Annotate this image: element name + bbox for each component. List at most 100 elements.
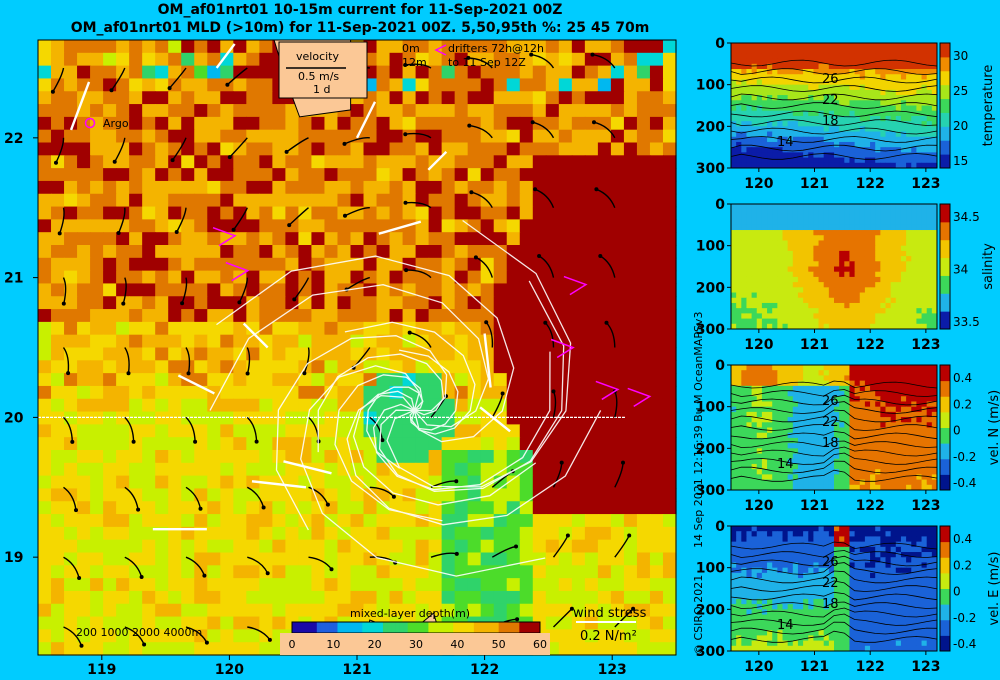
- current-arrow-head: [267, 637, 272, 642]
- current-arrow: [247, 556, 269, 574]
- current-arrow-head: [261, 505, 266, 510]
- panel-x-tick-label: 123: [911, 176, 940, 192]
- current-arrow-head: [121, 301, 126, 306]
- contour-line: [730, 460, 938, 474]
- current-arrow-head: [287, 223, 292, 228]
- current-arrow-head: [202, 573, 207, 578]
- drifter-track: [346, 394, 602, 526]
- current-arrow: [185, 556, 206, 576]
- current-arrow: [63, 626, 83, 647]
- drifter-track: [216, 255, 515, 443]
- current-arrow-head: [170, 158, 175, 163]
- contour-label: 18: [822, 597, 839, 612]
- panel-contours: [730, 59, 938, 160]
- bathymetry-levels: 200 1000 2000 4000m: [76, 626, 202, 639]
- current-arrow: [122, 277, 127, 304]
- panel-colorbar-tick: -0.2: [953, 611, 976, 625]
- current-arrow: [406, 269, 432, 279]
- current-arrow-head: [142, 642, 147, 647]
- current-arrow: [596, 188, 616, 208]
- panel-frame: [730, 203, 938, 330]
- current-arrow-head: [245, 371, 250, 376]
- panel-colorbar-tick: 0.2: [953, 397, 972, 411]
- current-arrow-head: [254, 439, 259, 444]
- current-arrow-head: [380, 438, 385, 443]
- current-arrow: [114, 137, 126, 163]
- contour-line: [730, 68, 938, 75]
- panel-colorbar: [940, 365, 950, 491]
- current-arrow-head: [131, 439, 136, 444]
- velocity-legend-speed: 0.5 m/s: [298, 70, 339, 83]
- contour-line: [730, 59, 938, 67]
- drifter-track: [398, 349, 459, 431]
- current-arrow: [124, 556, 143, 578]
- current-arrow-head: [469, 190, 474, 195]
- contour-line: [730, 127, 938, 135]
- current-arrow-head: [590, 52, 595, 57]
- panel-y-tick-label: 0: [715, 36, 725, 52]
- current-arrow-head: [533, 187, 538, 192]
- current-arrow-head: [186, 371, 191, 376]
- current-arrow: [185, 416, 196, 442]
- current-arrow-head: [292, 297, 297, 302]
- contour-line: [730, 580, 938, 592]
- current-arrow-head: [454, 551, 459, 556]
- date-credit: 14 Sep 2021 12:16:39 Bu M OceanMAPSv3: [692, 311, 705, 548]
- contour-line: [730, 630, 938, 643]
- current-arrow-head: [193, 439, 198, 444]
- panel-x-tick-label: 123: [911, 498, 940, 514]
- current-arrow: [293, 277, 310, 300]
- contour-line: [730, 119, 938, 126]
- contour-label: 26: [822, 394, 839, 409]
- current-arrow-head: [136, 507, 141, 512]
- current-arrow: [124, 416, 135, 442]
- wind-stress-arrow: [483, 333, 492, 388]
- wind-stress-arrow: [177, 374, 215, 395]
- current-arrow: [185, 347, 191, 374]
- current-arrow-head: [515, 617, 520, 622]
- panel-y-tick-label: 0: [715, 197, 725, 213]
- current-arrow: [308, 556, 333, 570]
- current-arrow-head: [543, 320, 548, 325]
- current-arrow: [62, 416, 73, 442]
- current-arrow-head: [204, 640, 209, 645]
- panel-colorbar-tick: 20: [953, 119, 968, 133]
- drifter-track: [317, 353, 445, 453]
- current-arrow: [475, 256, 493, 278]
- wind-stress-arrow: [69, 81, 91, 131]
- current-arrow: [592, 53, 616, 69]
- panel-colorbar: [940, 43, 950, 169]
- current-arrow-head: [530, 120, 535, 125]
- argo-legend-icon: [84, 117, 96, 129]
- wind-stress-arrow: [355, 101, 377, 139]
- current-arrow-head: [454, 479, 459, 484]
- current-arrow: [346, 276, 370, 291]
- panel-colorbar-tick: 33.5: [953, 315, 980, 329]
- current-arrow-head: [77, 576, 82, 580]
- current-arrow: [247, 626, 271, 641]
- panel-contours: [730, 541, 938, 643]
- current-arrow: [169, 67, 187, 89]
- wind-stress-arrow: [427, 150, 448, 171]
- argo-marker: [225, 261, 250, 282]
- current-arrow-head: [50, 89, 55, 94]
- panel-colorbar-tick: -0.4: [953, 637, 976, 651]
- map-y-tick-label: 22: [4, 131, 23, 147]
- wind-stress-arrow: [378, 220, 422, 235]
- contour-line: [730, 102, 938, 109]
- map-x-tick-label: 119: [87, 662, 116, 678]
- panel-colorbar-tick: 34.5: [953, 210, 980, 224]
- current-arrow-head: [403, 200, 408, 205]
- current-arrow-head: [569, 606, 574, 611]
- wind-stress-arrow: [215, 43, 236, 69]
- panel-colorbar-tick: 0.2: [953, 558, 972, 572]
- current-arrow: [246, 347, 251, 374]
- map-x-tick-label: 123: [598, 662, 627, 678]
- map-y-tick-label: 21: [4, 271, 23, 287]
- map-y-tick-label: 19: [4, 550, 23, 566]
- wind-stress-arrow: [283, 460, 332, 475]
- current-arrow: [172, 137, 187, 161]
- map-y-tick-label: 20: [4, 410, 24, 426]
- current-arrow-head: [529, 52, 534, 57]
